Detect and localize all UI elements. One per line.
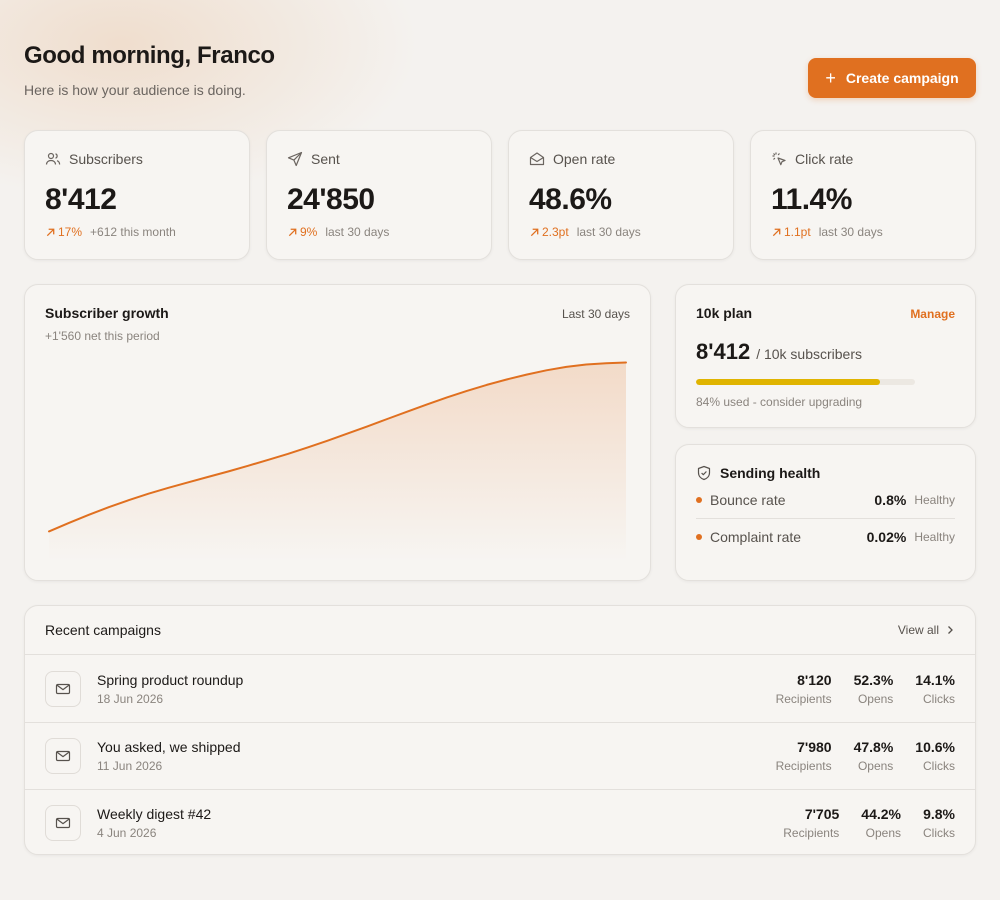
shield-check-icon: [697, 465, 711, 481]
health-title: Sending health: [720, 465, 821, 481]
stat-card-open-rate: Open rate 48.6% 2.3pt last 30 days: [508, 130, 734, 260]
stat-label: Open rate: [529, 151, 713, 167]
growth-area: [49, 362, 626, 561]
stat-value: 24'850: [287, 183, 375, 216]
health-header: Sending health: [696, 465, 955, 481]
growth-net: +1'560 net this period: [45, 329, 160, 343]
stat-label: Sent: [287, 151, 471, 167]
plan-progress-fill: [696, 379, 880, 385]
campaigns-title: Recent campaigns: [45, 622, 161, 638]
sending-health-card: Sending health Bounce rate 0.8% Healthy …: [675, 444, 976, 581]
campaign-clicks: 9.8% Clicks: [923, 806, 955, 840]
arrow-up-right-icon: [772, 228, 781, 236]
arrow-up-right-icon: [530, 228, 539, 236]
open-envelope-icon: [529, 152, 545, 166]
campaign-date: 18 Jun 2026: [97, 691, 164, 706]
campaign-opens: 47.8% Opens: [853, 739, 894, 773]
stat-delta: 1.1pt last 30 days: [771, 225, 955, 239]
page-header: Good morning, Franco Here is how your au…: [24, 42, 976, 102]
arrow-up-right-icon: [46, 228, 55, 236]
mail-icon-box: [45, 738, 81, 774]
campaign-clicks: 10.6% Clicks: [915, 739, 955, 773]
plan-title: 10k plan: [696, 305, 753, 321]
campaign-row[interactable]: You asked, we shipped 11 Jun 2026 7'980 R…: [25, 722, 975, 789]
mail-icon-box: [45, 805, 81, 841]
campaigns-header: Recent campaigns View all: [25, 606, 975, 655]
plus-icon: +: [825, 68, 836, 88]
plan-hint: 84% used - consider upgrading: [696, 395, 863, 409]
users-icon: [45, 152, 61, 165]
create-campaign-button[interactable]: + Create campaign: [808, 58, 976, 98]
plan-limit: / 10k subscribers: [756, 346, 863, 362]
stat-value: 8'412: [45, 183, 117, 216]
arrow-up-right-icon: [288, 228, 297, 236]
stat-value: 48.6%: [529, 183, 612, 216]
mail-icon-box: [45, 670, 81, 707]
campaign-row[interactable]: Spring product roundup 18 Jun 2026 8'120…: [25, 655, 975, 722]
campaign-date: 11 Jun 2026: [97, 759, 163, 773]
stat-card-subscribers: Subscribers 8'412 17% +612 this month: [24, 130, 250, 260]
stat-delta: 2.3pt last 30 days: [529, 225, 713, 239]
page-subtitle: Here is how your audience is doing.: [24, 82, 246, 98]
campaign-opens: 52.3% Opens: [853, 671, 894, 706]
campaign-clicks: 14.1% Clicks: [915, 671, 955, 706]
stat-label: Click rate: [771, 151, 955, 167]
subscriber-growth-card: Subscriber growth Last 30 days +1'560 ne…: [24, 284, 651, 581]
campaign-name: Spring product roundup: [97, 671, 244, 688]
health-row-complaint: Complaint rate 0.02% Healthy: [696, 518, 955, 555]
recent-campaigns-card: Recent campaigns View all Spring product…: [24, 605, 976, 855]
stat-delta: 9% last 30 days: [287, 225, 471, 239]
campaign-name: You asked, we shipped: [97, 739, 241, 755]
create-campaign-label: Create campaign: [845, 70, 959, 86]
health-row-bounce: Bounce rate 0.8% Healthy: [696, 481, 955, 518]
stat-value: 11.4%: [771, 183, 852, 216]
campaign-recipients: 7'980 Recipients: [775, 739, 832, 773]
plan-usage: 8'412 / 10k subscribers: [696, 339, 955, 365]
growth-title: Subscriber growth: [45, 305, 169, 321]
campaign-recipients: 8'120 Recipients: [775, 671, 832, 706]
growth-line: [48, 361, 627, 533]
stat-card-sent: Sent 24'850 9% last 30 days: [266, 130, 492, 260]
manage-plan-link[interactable]: Manage: [910, 307, 955, 321]
send-icon: [287, 151, 303, 167]
campaign-name: Weekly digest #42: [97, 806, 212, 822]
mail-icon: [55, 750, 71, 762]
stat-delta: 17% +612 this month: [45, 225, 229, 239]
mail-icon: [55, 683, 71, 694]
status-dot: [696, 496, 702, 503]
campaign-row[interactable]: Weekly digest #42 4 Jun 2026 7'705 Recipi…: [25, 789, 975, 854]
growth-period: Last 30 days: [561, 307, 630, 321]
campaign-opens: 44.2% Opens: [861, 806, 901, 840]
cursor-click-icon: [772, 152, 786, 166]
campaign-recipients: 7'705 Recipients: [783, 806, 840, 840]
chevron-right-icon: [948, 626, 953, 634]
stat-label: Subscribers: [45, 151, 229, 167]
plan-card: 10k plan Manage 8'412 / 10k subscribers …: [675, 284, 976, 428]
stat-card-click-rate: Click rate 11.4% 1.1pt last 30 days: [750, 130, 976, 260]
plan-progress-track: [696, 379, 915, 385]
status-dot: [696, 534, 702, 540]
growth-chart: [48, 361, 627, 561]
view-all-link[interactable]: View all: [898, 623, 955, 637]
plan-used-value: 8'412: [696, 339, 751, 364]
page-title: Good morning, Franco: [24, 42, 275, 69]
mail-icon: [55, 817, 71, 829]
campaign-date: 4 Jun 2026: [97, 826, 157, 840]
